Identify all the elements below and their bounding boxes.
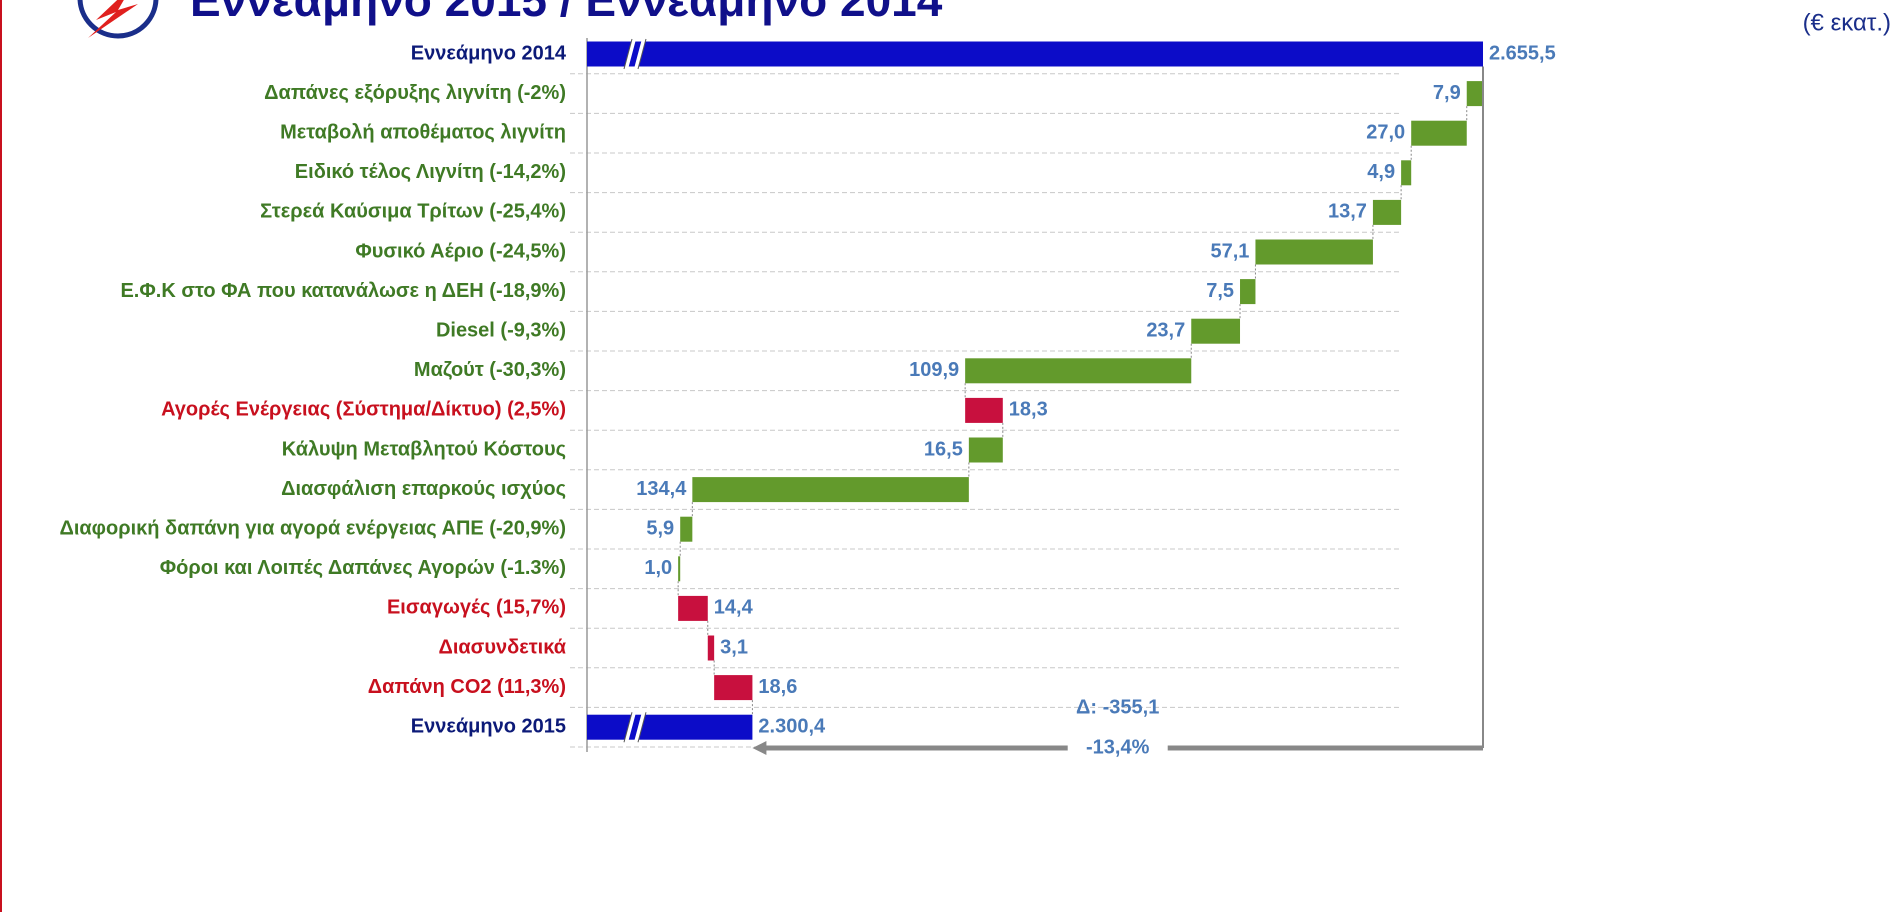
bar [965,397,1003,423]
category-label: Διαφορική δαπάνη για αγορά ενέργειας ΑΠΕ… [59,517,566,539]
category-label: Diesel (-9,3%) [436,319,566,341]
category-label: Εννεάμηνο 2015 [411,715,566,737]
category-label: Διασφάλιση επαρκούς ισχύος [281,478,566,500]
category-label: Φόροι και Λοιπές Δαπάνες Αγορών (-1.3%) [160,557,566,579]
value-label: 14,4 [714,597,754,619]
bar [965,358,1192,384]
bar [714,675,753,701]
value-label: 23,7 [1146,319,1185,341]
bar [587,41,1483,67]
unit-label: (€ εκατ.) [1803,9,1891,36]
value-label: 27,0 [1366,121,1405,143]
label-background [1067,734,1168,762]
value-label: 3,1 [720,636,748,658]
category-label: Εννεάμηνο 2014 [411,42,567,64]
bar [692,477,969,503]
value-label: 5,9 [646,517,674,539]
value-label: 7,5 [1206,280,1234,302]
bar [1401,160,1412,186]
value-label: 7,9 [1433,82,1461,104]
bar [968,437,1003,463]
category-label: Δαπάνη CO2 (11,3%) [368,676,566,698]
arrow-head [752,741,767,755]
axis-break [623,38,647,70]
category-label: Ειδικό τέλος Λιγνίτη (-14,2%) [295,161,566,183]
category-label: Διασυνδετικά [438,636,566,658]
chart-title: Εννεάμηνο 2015 / Εννεάμηνο 2014 [190,0,943,26]
bar [1411,120,1467,146]
bar [1372,199,1402,225]
category-label: Ε.Φ.Κ στο ΦΑ που κατανάλωσε η ΔΕΗ (-18,9… [120,280,566,302]
category-label: Αγορές Ενέργειας (Σύστημα/Δίκτυο) (2,5%) [161,399,566,421]
axis-break [624,711,646,743]
bar [707,635,715,661]
bar [587,714,753,740]
value-label: 57,1 [1211,240,1250,262]
bar [1191,318,1241,344]
category-label: Στερεά Καύσιμα Τρίτων (-25,4%) [260,201,566,223]
bar [678,556,681,582]
value-label: 2.300,4 [758,715,826,737]
value-label: 18,3 [1009,399,1048,421]
value-label: 16,5 [924,438,963,460]
category-label: Κάλυψη Μεταβλητού Κόστους [282,438,566,460]
category-label: Φυσικό Αέριο (-24,5%) [355,240,566,262]
value-label: 1,0 [644,557,672,579]
value-label: 13,7 [1328,201,1367,223]
value-label: 134,4 [636,478,687,500]
logo [77,0,159,39]
value-label: 109,9 [909,359,959,381]
bar [1466,81,1483,107]
delta-label: Δ: -355,1 [1076,696,1159,718]
category-label: Εισαγωγές (15,7%) [387,597,566,619]
value-label: 18,6 [758,676,797,698]
category-label: Δαπάνες εξόρυξης λιγνίτη (-2%) [264,82,566,104]
axis-break [623,712,647,743]
category-label: Μεταβολή αποθέματος λιγνίτη [280,121,566,143]
bar [680,516,693,542]
category-label: Μαζούτ (-30,3%) [414,359,566,381]
value-label: 2.655,5 [1489,42,1556,64]
percent-label: -13,4% [1086,736,1150,758]
axis-break [624,38,646,70]
bar [1255,239,1373,265]
value-label: 4,9 [1367,161,1395,183]
bar [1240,279,1256,305]
bar [678,595,708,621]
